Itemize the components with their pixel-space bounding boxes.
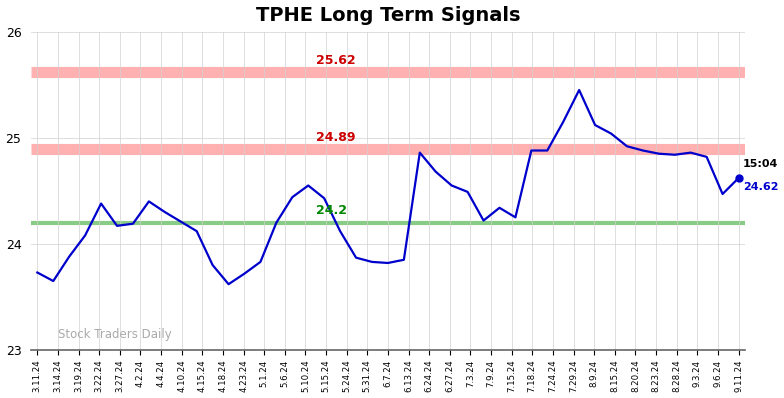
Text: 24.89: 24.89 [316, 131, 355, 144]
Text: 25.62: 25.62 [316, 54, 355, 67]
Title: TPHE Long Term Signals: TPHE Long Term Signals [256, 6, 520, 25]
Text: Stock Traders Daily: Stock Traders Daily [58, 328, 172, 341]
Text: 24.2: 24.2 [316, 204, 347, 217]
Text: 15:04: 15:04 [742, 159, 778, 169]
Text: 24.62: 24.62 [742, 181, 779, 191]
